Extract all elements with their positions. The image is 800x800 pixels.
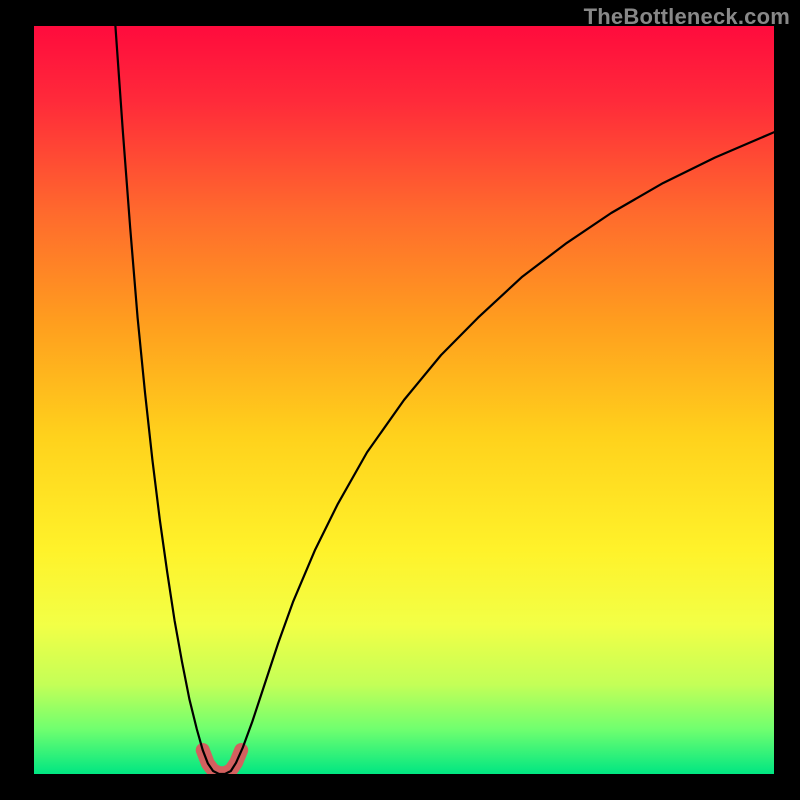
watermark-text: TheBottleneck.com (584, 4, 790, 30)
bottleneck-chart (34, 26, 774, 774)
chart-frame: TheBottleneck.com (0, 0, 800, 800)
